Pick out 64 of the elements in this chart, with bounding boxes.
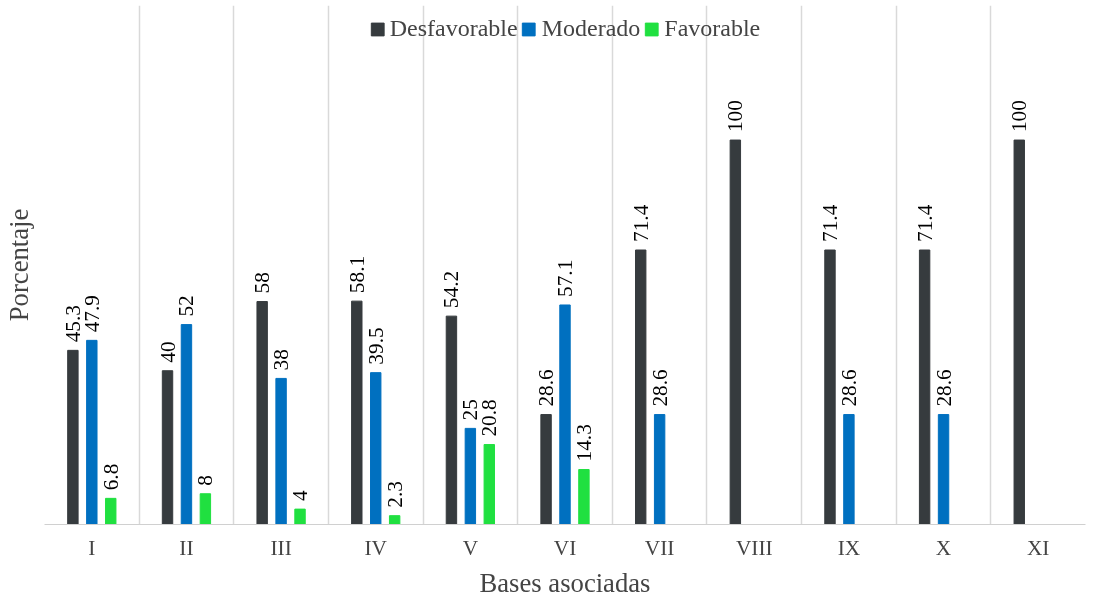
x-tick-label: III (270, 535, 292, 560)
x-tick-label: IX (837, 535, 861, 560)
bar (578, 469, 590, 525)
data-label: 52 (174, 295, 199, 317)
x-tick-label: VII (644, 535, 675, 560)
x-tick-label: IV (364, 535, 388, 560)
bar (275, 377, 287, 525)
x-tick-label: V (462, 535, 479, 560)
data-label: 71.4 (912, 204, 937, 243)
bar (199, 493, 212, 525)
bar (388, 515, 401, 525)
data-label: 4 (288, 490, 313, 502)
bar (161, 370, 174, 525)
data-label: 28.6 (836, 368, 861, 407)
bar (370, 372, 382, 525)
data-label: 2.3 (382, 480, 407, 508)
bar (464, 427, 477, 525)
data-label: 28.6 (931, 368, 956, 407)
bar (540, 414, 552, 525)
data-label: 39.5 (363, 327, 388, 365)
data-label: 6.8 (98, 463, 123, 491)
bar (294, 508, 306, 525)
data-label: 71.4 (817, 204, 842, 243)
bar (824, 249, 836, 525)
data-label: 14.3 (571, 424, 596, 462)
data-label: 38 (269, 349, 294, 371)
bar (1013, 139, 1025, 525)
data-label: 100 (723, 100, 748, 133)
x-tick-label: II (179, 535, 194, 560)
data-label: 57.1 (553, 259, 577, 297)
bar (729, 139, 742, 525)
x-tick-label: X (935, 535, 952, 560)
bar (86, 339, 98, 525)
bar (351, 300, 363, 525)
data-label: 28.6 (534, 368, 559, 407)
x-tick-label: XI (1026, 535, 1050, 560)
bar (653, 414, 666, 525)
bar (105, 497, 117, 525)
bar (843, 414, 855, 525)
bar (67, 349, 79, 525)
legend-label: Desfavorable (389, 15, 518, 42)
bar (559, 304, 571, 525)
data-label: 100 (1007, 100, 1032, 133)
bar (256, 301, 268, 525)
data-label: 71.4 (628, 204, 653, 243)
data-label: 40 (155, 341, 180, 363)
y-axis-title: Porcentaje (3, 208, 34, 322)
x-axis-title: Bases asociadas (479, 567, 651, 598)
bar (180, 324, 193, 525)
data-label: 58.1 (344, 255, 369, 294)
x-tick-label: I (88, 535, 96, 560)
x-tick-label: VIII (735, 535, 773, 560)
data-label: 28.6 (647, 368, 672, 407)
bar (483, 444, 495, 525)
bar (918, 249, 931, 525)
data-label: 8 (193, 475, 218, 486)
bar (937, 414, 950, 525)
x-tick-label: VI (553, 535, 577, 560)
data-label: 54.2 (439, 270, 464, 309)
bar (635, 249, 647, 525)
data-label: 58 (250, 272, 275, 294)
legend-label: Moderado (541, 15, 641, 42)
bar (445, 315, 458, 525)
legend-label: Favorable (664, 15, 761, 42)
